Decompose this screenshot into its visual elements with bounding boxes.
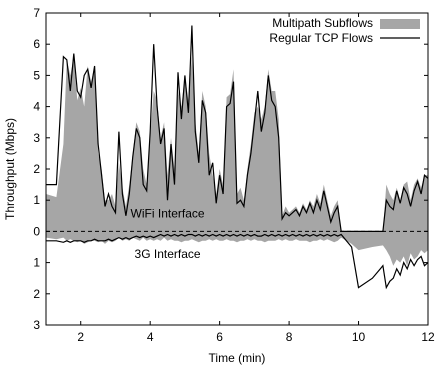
x-axis: 2 4 6 8 10 12 <box>77 13 435 344</box>
y-tick-label: 6 <box>33 37 40 51</box>
y-tick-label: 1 <box>33 193 40 207</box>
legend-swatch-multipath <box>380 19 420 29</box>
y-tick-label: 5 <box>33 68 40 82</box>
y-tick-label: 1 <box>33 256 40 270</box>
y-tick-label: 3 <box>33 131 40 145</box>
x-tick-label: 12 <box>421 330 435 344</box>
tcp-3g-line <box>46 233 429 290</box>
y-tick-label: 0 <box>33 224 40 238</box>
y-axis: 7 6 5 4 3 2 1 0 1 2 3 <box>33 6 428 332</box>
x-axis-label: Time (min) <box>209 351 266 365</box>
multipath-area-layer <box>46 56 428 266</box>
tcp-line-layer <box>46 25 429 290</box>
y-tick-label: 7 <box>33 6 40 20</box>
multipath-area <box>46 56 428 266</box>
y-tick-label: 3 <box>33 318 40 332</box>
y-tick-label: 4 <box>33 100 40 114</box>
y-tick-label: 2 <box>33 162 40 176</box>
x-tick-label: 6 <box>216 330 223 344</box>
x-tick-label: 4 <box>147 330 154 344</box>
legend: Multipath Subflows Regular TCP Flows <box>269 16 420 45</box>
x-tick-label: 2 <box>77 330 84 344</box>
3g-interface-label: 3G Interface <box>135 247 201 261</box>
legend-label-multipath: Multipath Subflows <box>272 16 373 30</box>
y-tick-label: 2 <box>33 287 40 301</box>
legend-label-tcp: Regular TCP Flows <box>269 31 373 45</box>
wifi-interface-label: WiFi Interface <box>131 206 205 220</box>
x-tick-label: 8 <box>286 330 293 344</box>
plot-frame <box>45 12 429 326</box>
x-tick-label: 10 <box>352 330 366 344</box>
y-axis-label: Throughput (Mbps) <box>3 118 17 220</box>
tcp-wifi-line <box>46 25 429 232</box>
